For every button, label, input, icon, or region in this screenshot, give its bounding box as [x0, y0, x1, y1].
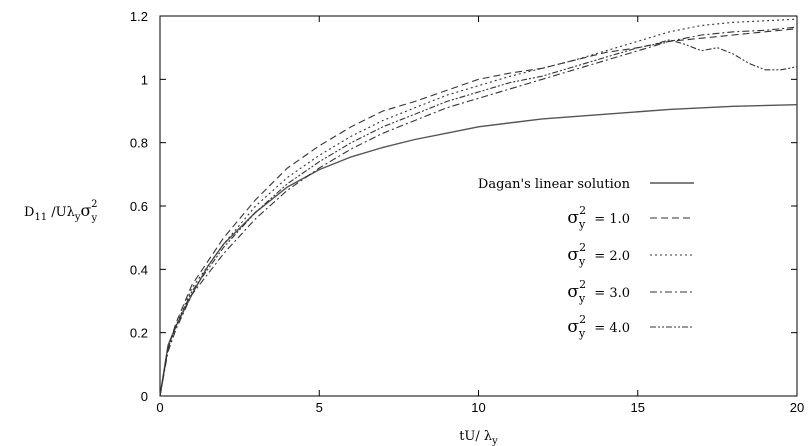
legend-label-3: σy2 = 2.0 [567, 241, 630, 268]
x-tick-label: 0 [156, 400, 163, 415]
series-line-4 [159, 26, 798, 397]
series-line-1 [159, 104, 798, 397]
plot-border [159, 15, 798, 397]
x-tick-label: 20 [790, 400, 804, 415]
x-tick-label: 10 [471, 400, 485, 415]
y-axis-title: D11 /Uλyσy2 [24, 199, 98, 224]
legend: Dagan's linear solution σy2 = 1.0 σy2 = 2.… [478, 177, 694, 340]
y-tick-label: 0.6 [130, 199, 148, 214]
legend-label-5: σy2 = 4.0 [567, 313, 630, 340]
y-tick-label: 1.2 [130, 9, 148, 24]
x-tick-label: 5 [316, 400, 323, 415]
series-layer [159, 18, 798, 397]
y-tick-label: 0.8 [130, 136, 148, 151]
legend-label-1: Dagan's linear solution [478, 177, 631, 192]
x-tick-label: 15 [631, 400, 645, 415]
y-tick-label: 0.2 [130, 326, 148, 341]
series-line-2 [159, 28, 798, 397]
y-tick-label: 0.4 [130, 262, 148, 277]
axis-ticks: 0 5 10 15 20 0 0.2 0.4 0.6 0.8 1 1.2 [130, 9, 804, 415]
legend-label-4: σy2 = 3.0 [567, 278, 630, 305]
y-tick-label: 0 [141, 389, 148, 404]
axis-titles: tU/ λy D11 /Uλyσy2 [24, 199, 498, 446]
y-tick-label: 1 [141, 72, 148, 87]
series-line-3 [159, 18, 798, 397]
x-axis-title: tU/ λy [459, 429, 498, 446]
plot-frame [159, 15, 798, 397]
legend-label-2: σy2 = 1.0 [567, 204, 630, 231]
series-line-5 [159, 39, 798, 397]
